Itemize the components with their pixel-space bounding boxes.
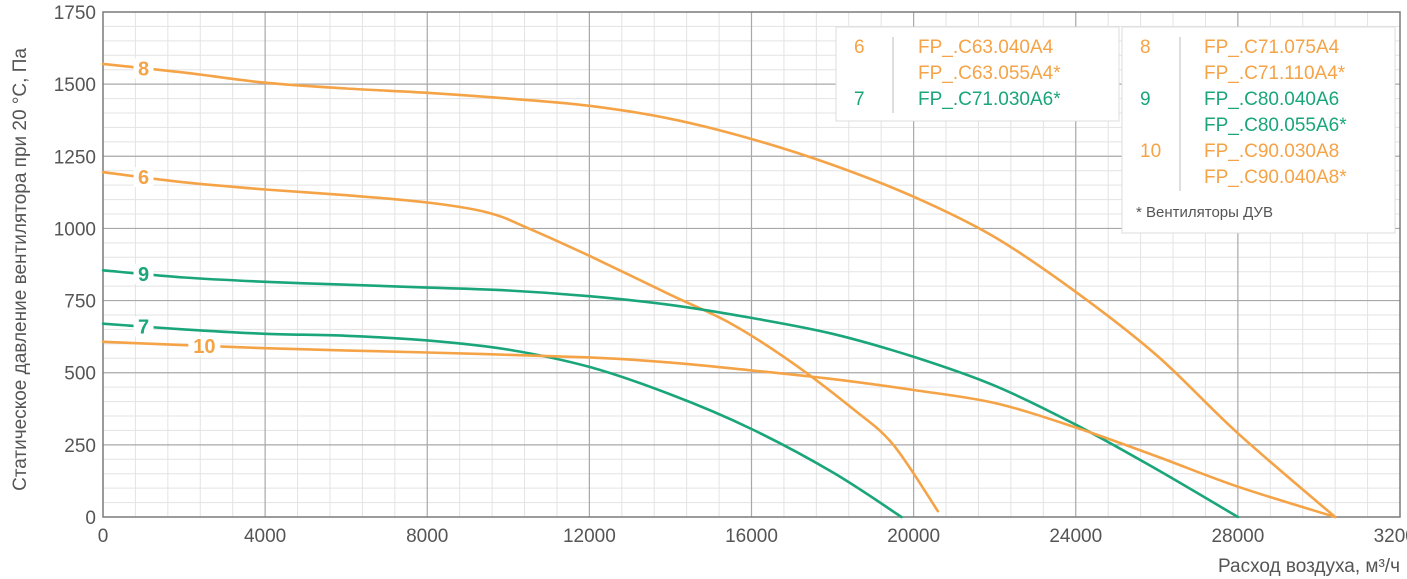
legend-model: FP_.C71.075A4 — [1204, 37, 1340, 58]
curve-label-7: 7 — [138, 317, 149, 339]
legend-background — [1121, 26, 1396, 234]
legend-curve-number: 7 — [854, 89, 865, 110]
y-tick-label: 1750 — [54, 3, 96, 24]
curve-label-bg — [133, 263, 154, 284]
x-tick-label: 16000 — [725, 526, 778, 547]
curve-label-bg — [133, 316, 154, 337]
legend-note: * Вентиляторы ДУВ — [1136, 204, 1273, 221]
legend-model: FP_.C63.040A4 — [918, 37, 1054, 58]
curve-label-bg — [188, 335, 221, 356]
legend-model: FP_.C71.110A4* — [1204, 63, 1346, 84]
x-tick-label: 4000 — [244, 526, 286, 547]
curve-labels: 8 6 9 7 10 — [133, 58, 221, 358]
curve-label-10: 10 — [193, 336, 215, 358]
x-tick-label: 24000 — [1049, 526, 1102, 547]
legend-background — [835, 26, 1120, 122]
legend-model: FP_.C80.040A6 — [1204, 89, 1339, 110]
legend-box-1: 6 FP_.C63.040A4 FP_.C63.055A4* 7 FP_.C71.030… — [835, 26, 1120, 122]
curve-8 — [101, 62, 1337, 519]
legend-model: FP_.C90.040A8* — [1204, 167, 1347, 188]
plot-frame — [102, 11, 1401, 518]
x-tick-label: 28000 — [1211, 526, 1264, 547]
x-tick-label: 32000 — [1374, 526, 1407, 547]
y-axis-label: Статическое давление вентилятора при 20 … — [10, 48, 31, 491]
legend-curve-number: 9 — [1140, 89, 1151, 110]
x-tick-label: 20000 — [887, 526, 940, 547]
x-tick-label: 8000 — [406, 526, 448, 547]
legend-model: FP_.C63.055A4* — [918, 63, 1061, 84]
legend-model: FP_.C71.030A6* — [918, 89, 1061, 110]
curve-9 — [101, 269, 1240, 519]
curve-label-6: 6 — [138, 167, 149, 189]
curves — [101, 62, 1337, 519]
curve-label-bg — [133, 167, 154, 188]
y-tick-label: 250 — [64, 436, 96, 457]
legend-curve-number: 6 — [854, 37, 865, 58]
legend-curve-number: 8 — [1140, 37, 1151, 58]
legend-model: FP_.C90.030A8 — [1204, 141, 1339, 162]
x-tick-label: 12000 — [563, 526, 616, 547]
curve-label-9: 9 — [138, 264, 149, 286]
y-tick-label: 500 — [64, 364, 96, 385]
y-tick-label: 1500 — [54, 75, 96, 96]
x-tick-label: 0 — [98, 526, 109, 547]
x-axis-label: Расход воздуха, м³/ч — [1218, 556, 1400, 577]
y-tick-label: 750 — [64, 292, 96, 313]
legend-curve-number: 10 — [1140, 141, 1161, 162]
y-tick-label: 1250 — [54, 147, 96, 168]
curve-6 — [101, 170, 940, 513]
curve-7 — [101, 322, 903, 519]
legend-model: FP_.C80.055A6* — [1204, 115, 1347, 136]
legend-box-2: 8 FP_.C71.075A4 FP_.C71.110A4* 9 FP_.C80.040… — [1121, 26, 1396, 234]
curve-10 — [101, 340, 1337, 519]
tick-labels: 0 4000 8000 12000 16000 20000 24000 28000 32000 0… — [54, 3, 1407, 547]
y-tick-label: 1000 — [54, 219, 96, 240]
curve-label-8: 8 — [138, 58, 149, 80]
curve-label-bg — [133, 58, 154, 79]
y-tick-label: 0 — [85, 508, 96, 529]
